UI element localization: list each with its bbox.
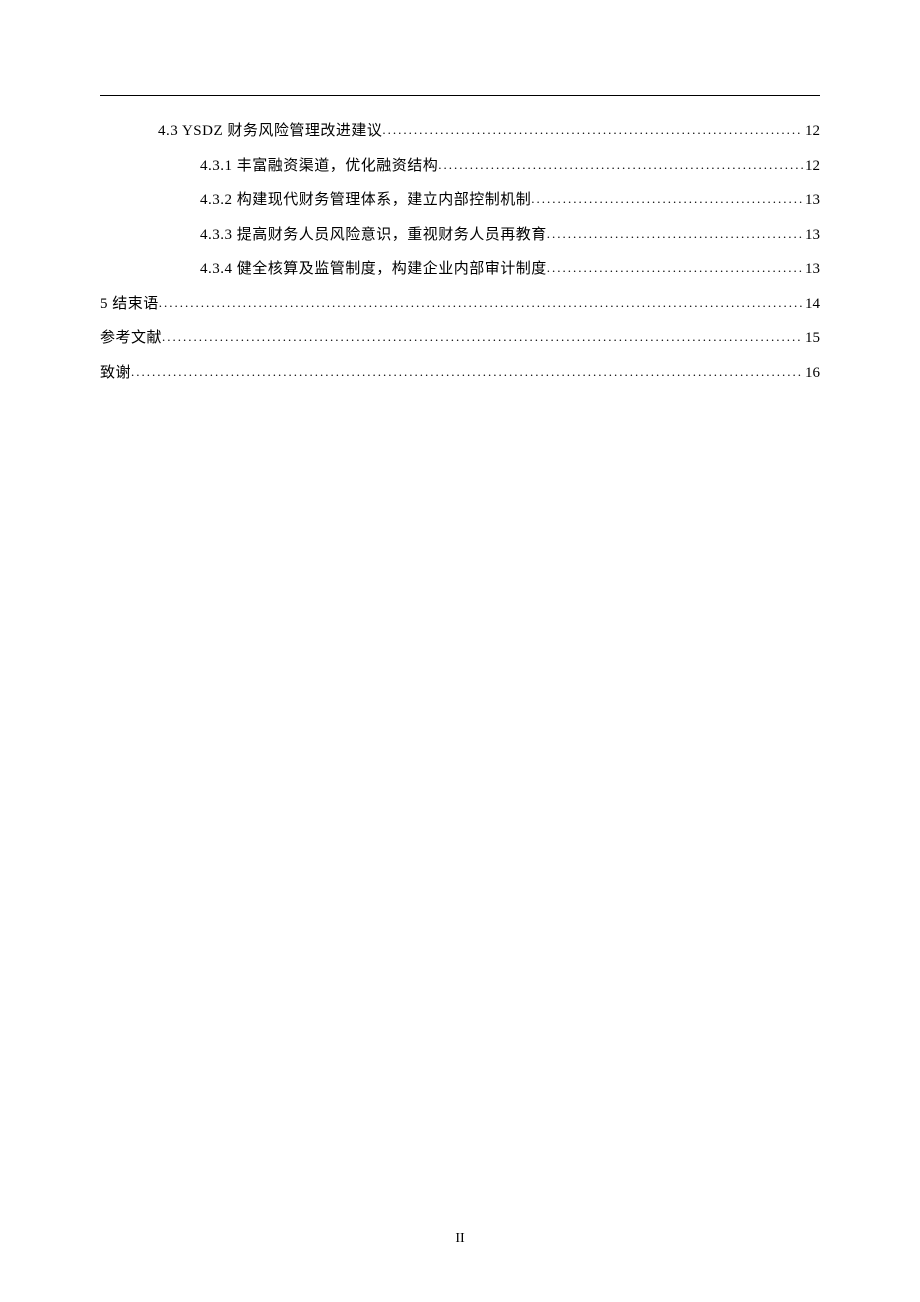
toc-entry: 4.3 YSDZ 财务风险管理改进建议 ....................… — [100, 114, 820, 149]
toc-text: 4.3 YSDZ 财务风险管理改进建议 — [158, 114, 382, 149]
toc-text: 参考文献 — [100, 321, 162, 356]
toc-dots: ........................................… — [531, 184, 803, 214]
page-number: II — [0, 1231, 920, 1247]
toc-dots: ........................................… — [162, 322, 803, 352]
toc-page: 12 — [803, 114, 820, 149]
toc-dots: ........................................… — [438, 150, 803, 180]
toc-page: 13 — [803, 252, 820, 287]
page-container: 4.3 YSDZ 财务风险管理改进建议 ....................… — [0, 0, 920, 1302]
toc-entry: 4.3.3 提高财务人员风险意识，重视财务人员再教育 .............… — [100, 218, 820, 253]
toc-text: 4.3.2 构建现代财务管理体系，建立内部控制机制 — [200, 183, 531, 218]
toc-entry: 4.3.4 健全核算及监管制度，构建企业内部审计制度 .............… — [100, 252, 820, 287]
toc-page: 13 — [803, 218, 820, 253]
toc-text: 5 结束语 — [100, 287, 159, 322]
toc-text: 致谢 — [100, 356, 131, 391]
toc-dots: ........................................… — [159, 288, 803, 318]
toc-entry: 参考文献 ...................................… — [100, 321, 820, 356]
toc-dots: ........................................… — [547, 219, 803, 249]
header-rule — [100, 95, 820, 96]
toc-text: 4.3.4 健全核算及监管制度，构建企业内部审计制度 — [200, 252, 547, 287]
toc-page: 14 — [803, 287, 820, 322]
toc-dots: ........................................… — [382, 115, 803, 145]
toc-text: 4.3.3 提高财务人员风险意识，重视财务人员再教育 — [200, 218, 547, 253]
toc-page: 13 — [803, 183, 820, 218]
toc-entry: 4.3.1 丰富融资渠道，优化融资结构 ....................… — [100, 149, 820, 184]
toc-entry: 致谢 .....................................… — [100, 356, 820, 391]
toc-page: 16 — [803, 356, 820, 391]
toc-page: 12 — [803, 149, 820, 184]
toc-dots: ........................................… — [131, 357, 803, 387]
toc-entry: 5 结束语 ..................................… — [100, 287, 820, 322]
toc-page: 15 — [803, 321, 820, 356]
toc-entry: 4.3.2 构建现代财务管理体系，建立内部控制机制 ..............… — [100, 183, 820, 218]
toc-dots: ........................................… — [547, 253, 803, 283]
toc-text: 4.3.1 丰富融资渠道，优化融资结构 — [200, 149, 438, 184]
